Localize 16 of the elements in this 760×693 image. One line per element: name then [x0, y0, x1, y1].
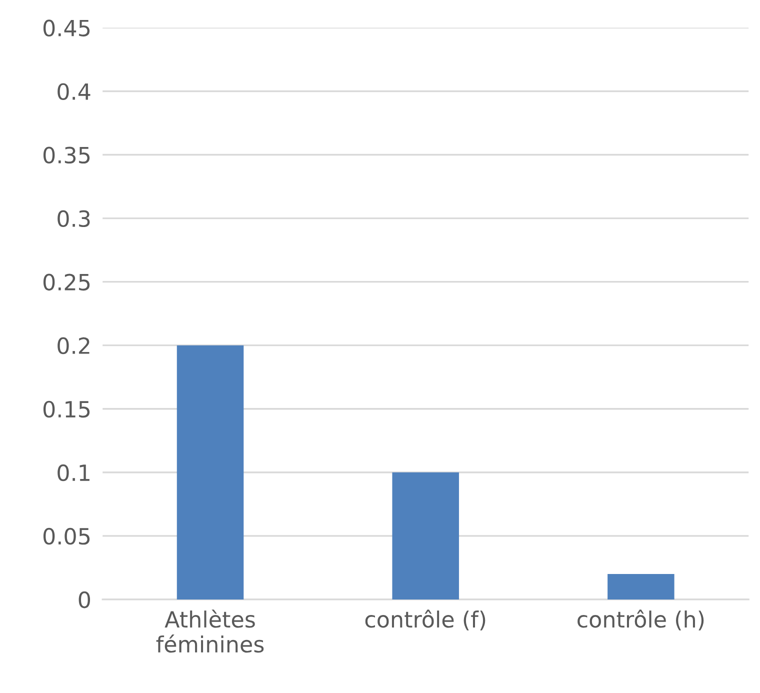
y-tick-label: 0.35	[43, 146, 90, 164]
y-tick-label: 0.05	[43, 528, 90, 545]
bar	[392, 472, 459, 600]
x-tick-label: contrôle (h)	[578, 610, 704, 630]
bar	[608, 574, 674, 600]
y-tick-label: 0	[78, 591, 90, 608]
y-tick-label: 0.1	[58, 464, 90, 482]
y-tick-label: 0.25	[43, 274, 90, 291]
y-tick-label: 0.3	[58, 210, 90, 228]
x-tick-label: contrôle (f)	[365, 610, 486, 630]
x-tick-label: Athlètes féminines	[156, 610, 264, 653]
bar	[176, 345, 244, 600]
y-tick-label: 0.15	[43, 400, 90, 418]
y-tick-label: 0.2	[58, 337, 90, 354]
y-tick-label: 0.4	[58, 83, 90, 100]
y-tick-label: 0.45	[43, 20, 90, 36]
